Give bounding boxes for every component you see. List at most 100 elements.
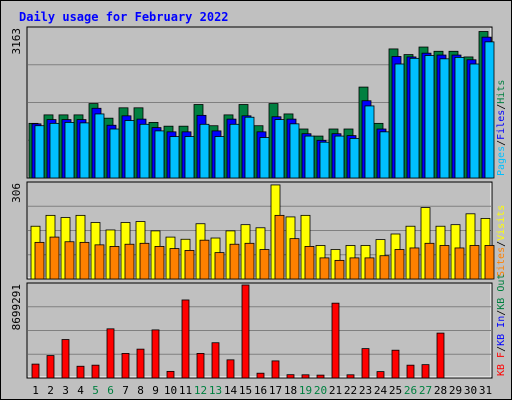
legend-entry: / bbox=[496, 241, 507, 247]
bar-sites bbox=[34, 241, 45, 280]
day-label: 21 bbox=[329, 384, 342, 397]
panel-kbytes: 8699291 KB F/KB In/KB Out bbox=[10, 274, 507, 379]
bar-sites bbox=[454, 247, 465, 280]
chart-panels: 3163Pages/Files/Hits306Sites/Visits86992… bbox=[10, 26, 507, 379]
bar-kb-f bbox=[241, 284, 250, 379]
bar-pages bbox=[319, 141, 330, 179]
bar-kb-f bbox=[256, 372, 265, 379]
bar-kb-f bbox=[331, 302, 340, 379]
bar-kb-f bbox=[226, 359, 235, 379]
day-label: 11 bbox=[179, 384, 192, 397]
bar-kb-f bbox=[271, 360, 280, 379]
bar-sites bbox=[139, 242, 150, 280]
day-label: 1 bbox=[32, 384, 39, 397]
bar-sites bbox=[64, 241, 75, 280]
bar-kb-f bbox=[406, 364, 415, 379]
bar-sites bbox=[394, 249, 405, 280]
bar-pages bbox=[184, 136, 195, 179]
bar-pages bbox=[379, 131, 390, 179]
bar-pages bbox=[169, 136, 180, 179]
day-label: 10 bbox=[164, 384, 177, 397]
bar-kb-f bbox=[46, 355, 55, 379]
bar-kb-f bbox=[166, 370, 175, 379]
bar-kb-f bbox=[61, 339, 70, 379]
bar-sites bbox=[184, 250, 195, 280]
bar-pages bbox=[484, 41, 495, 179]
bar-sites bbox=[229, 243, 240, 280]
bar-pages bbox=[34, 125, 45, 179]
day-axis-labels: 1 2 3 4 5 6 7 8 9 10 11 12 13 14 15 16 17 18 19 20 21 22 23 24 2… bbox=[32, 384, 492, 397]
legend-entry: Pages bbox=[496, 146, 507, 176]
bar-kb-f bbox=[211, 342, 220, 379]
bar-sites bbox=[259, 249, 270, 280]
bar-pages bbox=[409, 57, 420, 179]
bar-sites bbox=[109, 246, 120, 280]
legend-entry: / bbox=[496, 310, 507, 316]
legend-entry: Hits bbox=[496, 80, 507, 104]
panel-visits-sites: 306 Sites/Visits bbox=[10, 181, 507, 280]
bar-sites bbox=[214, 252, 225, 280]
bar-sites bbox=[304, 246, 315, 280]
bar-kb-f bbox=[196, 353, 205, 379]
legend-entry: Sites bbox=[496, 247, 507, 277]
legend-entry: / bbox=[496, 346, 507, 352]
bar-pages bbox=[289, 123, 300, 179]
day-label: 6 bbox=[107, 384, 114, 397]
bar-kb-f bbox=[316, 374, 325, 379]
bar-sites bbox=[319, 257, 330, 280]
day-label: 30 bbox=[464, 384, 477, 397]
bar-sites bbox=[484, 245, 495, 280]
legend-entry: Visits bbox=[496, 205, 507, 241]
bar-kb-f bbox=[286, 374, 295, 379]
bar-kb-f bbox=[376, 371, 385, 379]
day-label: 14 bbox=[224, 384, 238, 397]
bar-sites bbox=[349, 257, 360, 280]
bar-kb-f bbox=[181, 299, 190, 379]
bar-pages bbox=[94, 113, 105, 179]
bar-pages bbox=[304, 135, 315, 179]
bar-pages bbox=[154, 130, 165, 179]
day-label: 27 bbox=[419, 384, 432, 397]
bar-kb-f bbox=[31, 363, 40, 379]
bar-sites bbox=[379, 255, 390, 280]
bar-kb-f bbox=[346, 374, 355, 379]
y-max-label: 8699291 bbox=[10, 284, 23, 330]
bar-pages bbox=[199, 123, 210, 179]
day-label: 8 bbox=[137, 384, 144, 397]
bar-sites bbox=[169, 248, 180, 280]
legend-entry: KB F bbox=[496, 352, 507, 376]
day-label: 15 bbox=[239, 384, 252, 397]
bar-pages bbox=[139, 123, 150, 179]
bar-sites bbox=[124, 243, 135, 280]
day-label: 2 bbox=[47, 384, 54, 397]
bar-kb-f bbox=[151, 329, 160, 379]
legend-kbytes: KB F/KB In/KB Out bbox=[496, 274, 507, 376]
bar-pages bbox=[49, 122, 60, 179]
day-label: 12 bbox=[194, 384, 207, 397]
bar-sites bbox=[199, 239, 210, 280]
bar-kb-f bbox=[91, 364, 100, 379]
chart-title: Daily usage for February 2022 bbox=[19, 10, 229, 24]
bar-kb-f bbox=[436, 332, 445, 379]
bar-sites bbox=[79, 241, 90, 280]
day-label: 22 bbox=[344, 384, 357, 397]
bar-sites bbox=[439, 245, 450, 280]
bar-sites bbox=[94, 244, 105, 280]
bar-kb-f bbox=[421, 364, 430, 379]
bar-pages bbox=[244, 116, 255, 179]
bar-sites bbox=[364, 257, 375, 280]
series-sites bbox=[34, 214, 495, 280]
bar-sites bbox=[289, 238, 300, 280]
day-label: 31 bbox=[479, 384, 492, 397]
bar-kb-f bbox=[391, 349, 400, 379]
day-label: 26 bbox=[404, 384, 417, 397]
day-label: 23 bbox=[359, 384, 372, 397]
bar-pages bbox=[454, 57, 465, 179]
series-pages bbox=[34, 41, 495, 179]
bar-pages bbox=[124, 120, 135, 179]
bar-pages bbox=[349, 138, 360, 179]
day-label: 19 bbox=[299, 384, 312, 397]
day-label: 17 bbox=[269, 384, 282, 397]
